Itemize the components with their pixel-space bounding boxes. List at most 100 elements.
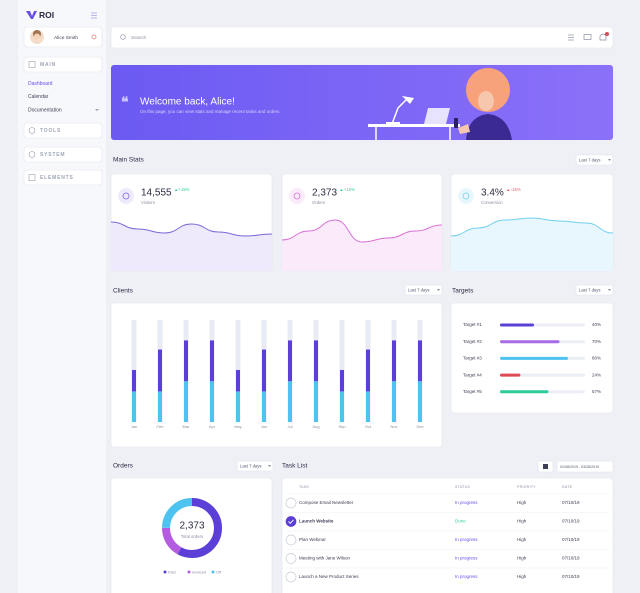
date-range[interactable] xyxy=(556,460,614,473)
x-tick-label: Jan xyxy=(131,424,137,429)
dropdown-caret xyxy=(608,159,611,161)
nav-system[interactable] xyxy=(23,146,103,163)
table-cell: Done xyxy=(455,519,466,524)
change-arrow xyxy=(506,189,510,191)
table-cell: High xyxy=(517,519,527,524)
target-percent: 40% xyxy=(592,322,601,327)
stat-icon-glyph xyxy=(293,192,301,200)
stat-change: +15% xyxy=(344,187,355,192)
task-checkbox[interactable] xyxy=(285,497,297,509)
avatar-face xyxy=(34,33,40,40)
user-card[interactable] xyxy=(23,26,103,48)
target-track xyxy=(500,373,585,377)
trend-line xyxy=(450,217,614,237)
nav-section: TOOLS xyxy=(40,128,61,134)
logout-icon[interactable] xyxy=(91,34,97,40)
legend-label: Invoiced xyxy=(192,570,206,574)
nav-item: Calendar xyxy=(28,94,49,100)
table-cell: In progress xyxy=(455,537,478,542)
filter-dropdown[interactable] xyxy=(404,284,443,296)
table-cell: Compose Email Newsletter xyxy=(299,500,354,505)
section-title: Task List xyxy=(282,463,307,470)
task-checkbox[interactable] xyxy=(285,571,297,583)
stat-icon xyxy=(289,188,305,204)
nav-section: SYSTEM xyxy=(40,152,65,158)
bar-segment xyxy=(262,349,266,392)
bar-segment xyxy=(418,340,422,382)
nav-item: Documentation xyxy=(28,107,62,113)
stat-icon xyxy=(458,188,474,204)
table-cell: 07/10/19 xyxy=(562,556,580,561)
banner-illustration xyxy=(368,68,512,140)
table-cell: High xyxy=(517,537,527,542)
donut-segment xyxy=(162,498,222,558)
nav-icons xyxy=(28,61,36,181)
x-tick-label: Sep xyxy=(338,424,346,429)
bar-segment xyxy=(132,391,136,422)
bar-segment xyxy=(392,340,396,382)
nav-item: Dashboard xyxy=(28,81,53,87)
x-tick-label: May xyxy=(234,424,242,429)
target-percent: 57% xyxy=(592,389,601,394)
target-label: Target #3 xyxy=(463,356,482,361)
bar-segment xyxy=(210,340,214,382)
bar-segment xyxy=(184,340,188,382)
filter-dropdown[interactable] xyxy=(575,154,614,166)
search-bar[interactable] xyxy=(110,26,614,49)
stat-icon xyxy=(118,188,134,204)
target-percent: 70% xyxy=(592,339,601,344)
filter-label: Last 7 days xyxy=(240,463,261,468)
task-checkbox[interactable] xyxy=(285,534,297,546)
nav-elements[interactable] xyxy=(23,169,103,186)
donut-total: 2,373 xyxy=(179,521,204,532)
table-cell: High xyxy=(517,556,527,561)
table-cell: 07/10/19 xyxy=(562,537,580,542)
table-cell: In progress xyxy=(455,574,478,579)
target-label: Target #5 xyxy=(463,389,482,394)
target-label: Target #1 xyxy=(463,322,482,327)
stat-icon-glyph xyxy=(462,192,470,200)
table-header: TASK xyxy=(299,485,309,489)
table-cell: Meeting with Jane Wilson xyxy=(299,556,351,561)
section-title: Targets xyxy=(452,288,474,295)
table-cell: High xyxy=(517,500,527,505)
filter-label: Last 7 days xyxy=(579,157,600,162)
table-cell: In progress xyxy=(455,556,478,561)
x-tick-label: Jul xyxy=(287,424,292,429)
table-cell: High xyxy=(517,574,527,579)
section-title: Orders xyxy=(113,463,134,470)
stat-value: 3.4% xyxy=(481,188,504,199)
bar-segment xyxy=(184,381,188,422)
trend-area xyxy=(451,218,613,271)
filter-dropdown[interactable] xyxy=(575,284,614,296)
bar-segment xyxy=(340,391,344,422)
nav-tools[interactable] xyxy=(23,122,103,139)
bar-segment xyxy=(262,391,266,422)
task-checkbox[interactable] xyxy=(285,553,297,564)
x-tick-label: Dec xyxy=(416,424,423,429)
topbar-icons[interactable] xyxy=(568,33,607,41)
filter-dropdown[interactable] xyxy=(236,460,274,472)
stat-label: Orders xyxy=(312,200,325,205)
task-checkbox[interactable] xyxy=(285,516,297,527)
dropdown-caret xyxy=(437,289,440,291)
bar-segment xyxy=(210,381,214,422)
change-arrow xyxy=(174,189,178,191)
table-cell: 07/10/19 xyxy=(562,500,580,505)
legend-label: Paid xyxy=(168,570,176,574)
x-tick-label: Oct xyxy=(365,424,372,429)
dropdown-caret xyxy=(268,465,271,467)
x-tick-label: Mar xyxy=(183,424,191,429)
target-percent: 80% xyxy=(592,356,601,361)
nav-main[interactable] xyxy=(23,56,103,73)
bar-segment xyxy=(418,381,422,422)
donut-label: Total orders xyxy=(181,534,203,539)
filter-label: Last 7 days xyxy=(408,287,429,292)
section-title: Clients xyxy=(113,288,134,295)
stat-value: 2,373 xyxy=(312,188,337,199)
table-cell: Launch Website xyxy=(299,519,334,524)
notification-dot xyxy=(605,32,609,36)
stat-value: 14,555 xyxy=(141,188,172,199)
submenu-caret xyxy=(95,109,99,111)
menu-toggle[interactable] xyxy=(91,12,97,19)
